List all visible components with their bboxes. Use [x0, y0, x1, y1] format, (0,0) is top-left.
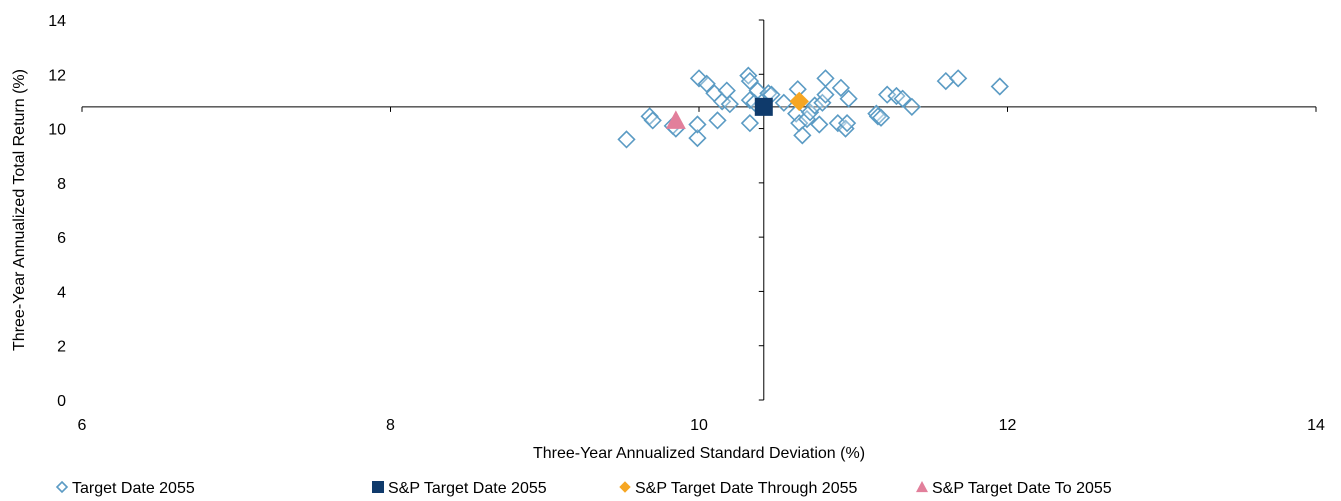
data-points: [617, 66, 1009, 149]
data-point: [805, 96, 824, 115]
data-point: [902, 97, 921, 116]
data-point: [789, 91, 809, 112]
data-point: [839, 89, 858, 108]
legend-label: S&P Target Date 2055: [388, 480, 547, 497]
y-tick-label: 14: [48, 13, 66, 30]
legend-item: S&P Target Date 2055: [372, 480, 547, 497]
legend-item: S&P Target Date To 2055: [916, 480, 1112, 497]
legend-label: Target Date 2055: [72, 480, 195, 497]
chart-axes: [81, 19, 1317, 401]
data-point: [665, 110, 686, 129]
data-point: [816, 69, 835, 88]
series-0: [617, 66, 1009, 149]
data-point: [828, 114, 847, 133]
data-point: [816, 85, 835, 104]
legend-item: Target Date 2055: [55, 480, 195, 497]
data-point: [810, 115, 829, 134]
x-axis-title: Three-Year Annualized Standard Deviation…: [533, 445, 865, 462]
x-tick-label: 8: [386, 417, 395, 434]
y-tick-label: 12: [48, 67, 66, 84]
data-point: [688, 128, 707, 148]
data-point: [708, 111, 727, 130]
tick-labels: 6 8 10 12 14 0 2 4 6 8 10 12 14: [48, 13, 1325, 434]
data-point: [797, 109, 817, 129]
data-point: [720, 95, 739, 114]
y-axis-title: Three-Year Annualized Total Return (%): [11, 69, 28, 351]
data-point: [949, 69, 968, 88]
legend-marker-icon: [619, 481, 631, 493]
legend-marker-icon: [916, 481, 928, 493]
legend-marker-icon: [372, 481, 384, 493]
y-tick-label: 6: [57, 230, 66, 247]
x-tick-label: 10: [690, 417, 708, 434]
legend-marker-icon: [55, 480, 69, 494]
legend-label: S&P Target Date To 2055: [932, 480, 1112, 497]
y-tick-label: 4: [57, 284, 66, 301]
y-tick-label: 0: [57, 393, 66, 410]
data-point: [689, 69, 709, 88]
legend-item: S&P Target Date Through 2055: [619, 480, 857, 497]
data-point: [837, 114, 857, 133]
data-point: [793, 126, 812, 145]
data-point: [697, 74, 716, 93]
series-2: [789, 91, 809, 112]
data-point: [754, 97, 773, 116]
data-point: [871, 108, 891, 127]
data-point: [740, 71, 760, 91]
data-point: [800, 103, 820, 122]
x-tick-label: 12: [999, 417, 1017, 434]
data-point: [688, 115, 707, 134]
x-tick-label: 14: [1307, 417, 1325, 434]
y-tick-label: 8: [57, 176, 66, 193]
series-1: [754, 97, 773, 116]
y-tick-label: 2: [57, 339, 66, 356]
data-point: [774, 93, 793, 112]
data-point: [990, 77, 1009, 96]
data-point: [936, 71, 955, 91]
data-point: [831, 78, 851, 97]
data-point: [617, 130, 636, 149]
data-point: [868, 107, 888, 126]
data-point: [643, 111, 662, 130]
chart-legend: Target Date 2055 S&P Target Date 2055 S&P …: [55, 480, 1112, 497]
x-tick-label: 6: [78, 417, 87, 434]
data-point: [740, 114, 760, 133]
data-point: [893, 89, 912, 108]
series-3: [665, 110, 686, 129]
y-tick-label: 10: [48, 122, 66, 139]
legend-label: S&P Target Date Through 2055: [635, 480, 857, 497]
